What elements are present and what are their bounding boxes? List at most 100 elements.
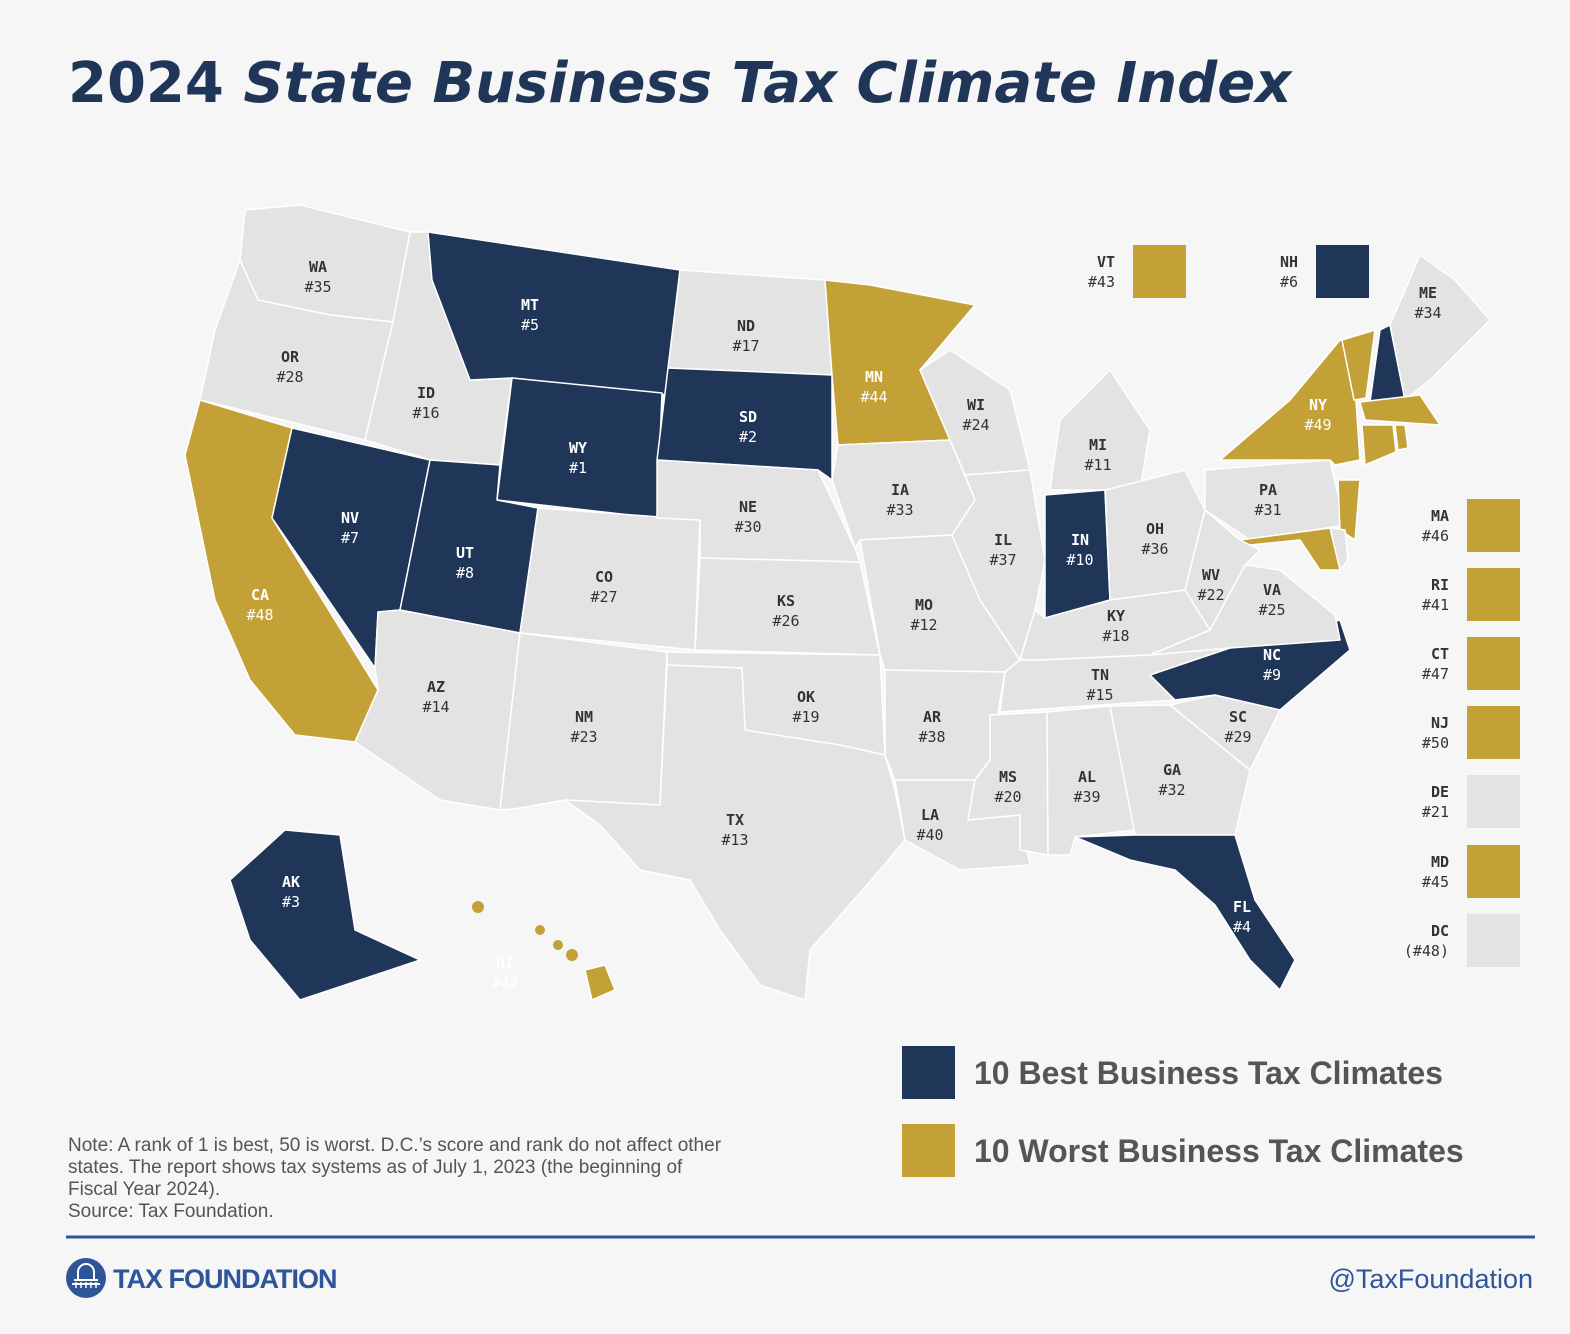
state-rank: #46 [1422,527,1449,545]
state-rank: #9 [1263,666,1281,684]
state-shape [1239,527,1341,571]
state-abbr: NE [739,498,757,516]
state-abbr: SC [1229,708,1247,726]
state-island [535,925,545,935]
state-abbr: KS [777,592,795,610]
state-abbr: NV [341,509,359,527]
state-rank: #4 [1233,918,1251,936]
state-shape [229,829,421,1001]
state-rank: #37 [989,551,1016,569]
state-rank: #5 [521,316,539,334]
state-abbr: RI [1431,576,1449,594]
state-rank: #42 [491,974,518,992]
state-abbr: VT [1097,253,1115,271]
state-abbr: NM [575,708,593,726]
note-line: states. The report shows tax systems as … [68,1157,683,1178]
state-rank: #15 [1086,686,1113,704]
state-rank: #50 [1422,734,1449,752]
state-shape [1394,424,1409,451]
state-shape [1109,704,1251,836]
state-abbr: CT [1431,645,1449,663]
state-shape [1337,479,1361,541]
state-rank: #11 [1084,456,1111,474]
map: WA #35 OR #28 CA #48 ID #16 NV #7 MT #5 WY #1 UT #8 AZ #1… [184,204,1520,1001]
state-rank: #24 [962,416,989,434]
title: 2024 State Business Tax Climate Index [68,51,1293,116]
state-abbr: UT [456,544,474,562]
state-rank: #26 [772,612,799,630]
legend: 10 Best Business Tax Climates 10 Worst Bu… [902,1046,1464,1177]
state-abbr: OH [1146,520,1164,538]
state-rank: #22 [1197,586,1224,604]
state-rank: #23 [570,728,597,746]
state-rank: #35 [304,278,331,296]
state-rank: #14 [422,698,449,716]
state-abbr: SD [739,408,757,426]
state-abbr: WV [1202,566,1220,584]
state-rank: #47 [1422,665,1449,683]
state-abbr: HI [496,954,514,972]
state-rank: #30 [734,518,761,536]
state-rank: #28 [276,368,303,386]
state-abbr: TX [726,811,744,829]
legend-swatch [902,1046,955,1099]
state-abbr: WI [967,396,985,414]
state-abbr: MT [521,296,539,314]
state-abbr: IL [994,531,1012,549]
state-abbr: ME [1419,284,1437,302]
state-rank: #7 [341,529,359,547]
state-rank: #31 [1254,501,1281,519]
state-rank: #29 [1224,728,1251,746]
state-abbr: IA [891,481,909,499]
state-rank: #40 [916,826,943,844]
state-abbr: NY [1309,396,1327,414]
callout-box [1467,706,1520,759]
state-rank: #44 [860,388,887,406]
state-shape [1074,834,1296,991]
state-abbr: NH [1280,253,1298,271]
note: Note: A rank of 1 is best, 50 is worst. … [68,1135,722,1222]
state-rank: #8 [456,564,474,582]
callout-box [1467,845,1520,898]
state-rank: #27 [590,588,617,606]
state-abbr: AK [282,873,300,891]
state-abbr: NC [1263,646,1281,664]
state-rank: #3 [282,893,300,911]
state-abbr: OR [281,348,300,366]
state-island [566,949,578,961]
state-rank: #32 [1158,781,1185,799]
state-shape [564,664,906,1001]
state-abbr: PA [1259,481,1277,499]
state-abbr: WY [569,439,587,457]
state-rank: #49 [1304,416,1331,434]
state-abbr: DC [1431,922,1449,940]
state-abbr: ND [737,317,755,335]
state-rank: #41 [1422,596,1449,614]
state-rank: #38 [918,728,945,746]
state-rank: #6 [1280,273,1298,291]
state-shape [656,367,833,481]
state-rank: #43 [1088,273,1115,291]
state-abbr: OK [797,688,815,706]
logo-text: TAX FOUNDATION [113,1264,336,1294]
callout-box [1467,637,1520,690]
state-shape [1049,369,1151,491]
legend-label: 10 Best Business Tax Climates [974,1055,1443,1091]
state-shape [1359,394,1441,426]
state-abbr: NJ [1431,714,1449,732]
title-year: 2024 [68,51,224,116]
callout-box [1133,245,1186,298]
callout-box [1467,499,1520,552]
state-shape [1361,424,1397,466]
state-rank: #10 [1066,551,1093,569]
note-line: Fiscal Year 2024). [68,1179,220,1200]
note-line: Note: A rank of 1 is best, 50 is worst. … [68,1135,722,1156]
state-abbr: ID [417,384,435,402]
state-island [472,901,484,913]
state-rank: #2 [739,428,757,446]
state-rank: #20 [994,788,1021,806]
state-rank: #19 [792,708,819,726]
state-abbr: GA [1163,761,1181,779]
state-abbr: FL [1233,898,1251,916]
